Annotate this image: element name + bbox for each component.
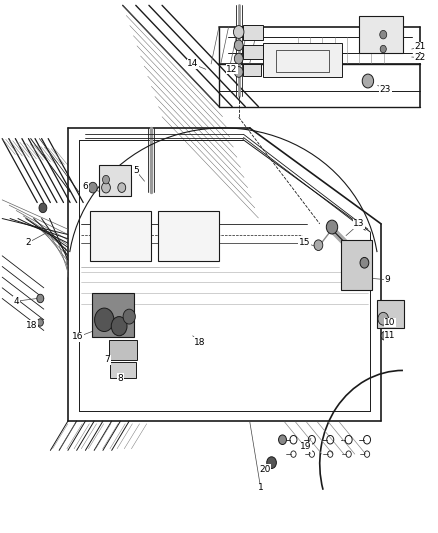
Bar <box>276 50 328 72</box>
Circle shape <box>118 183 126 192</box>
Circle shape <box>234 53 243 64</box>
Bar <box>243 25 263 40</box>
Bar <box>110 362 136 378</box>
Circle shape <box>102 175 110 184</box>
Circle shape <box>95 308 114 332</box>
Circle shape <box>102 182 110 193</box>
Bar <box>243 64 261 76</box>
Text: 23: 23 <box>380 85 391 94</box>
Text: 16: 16 <box>72 333 84 341</box>
Circle shape <box>37 319 43 326</box>
Text: 2: 2 <box>26 238 31 247</box>
Bar <box>92 293 134 337</box>
Bar <box>158 211 219 261</box>
Circle shape <box>39 203 47 213</box>
Circle shape <box>279 435 286 445</box>
Text: 6: 6 <box>82 182 88 191</box>
Circle shape <box>123 309 135 324</box>
Text: 13: 13 <box>353 220 365 228</box>
Circle shape <box>267 457 276 469</box>
Text: 4: 4 <box>14 297 19 305</box>
Text: 12: 12 <box>226 65 238 74</box>
Circle shape <box>88 182 97 193</box>
Bar <box>99 165 131 196</box>
Text: 21: 21 <box>415 43 426 51</box>
Circle shape <box>111 317 127 336</box>
Text: 14: 14 <box>187 60 198 68</box>
Circle shape <box>362 74 374 88</box>
Circle shape <box>381 332 388 340</box>
Text: 15: 15 <box>299 238 310 247</box>
Circle shape <box>326 220 338 234</box>
Circle shape <box>234 40 243 51</box>
Bar <box>359 16 403 53</box>
Text: 7: 7 <box>104 356 110 364</box>
Circle shape <box>380 45 386 53</box>
Text: 20: 20 <box>259 465 271 473</box>
Bar <box>90 211 151 261</box>
Bar <box>341 240 372 290</box>
Circle shape <box>233 26 244 38</box>
Text: 10: 10 <box>384 318 396 327</box>
Bar <box>263 43 342 77</box>
Circle shape <box>360 257 369 268</box>
Text: 11: 11 <box>384 332 396 340</box>
Circle shape <box>234 67 243 77</box>
Text: 22: 22 <box>415 53 426 62</box>
Bar <box>243 45 263 59</box>
Text: 9: 9 <box>385 276 391 284</box>
Text: 18: 18 <box>26 321 37 329</box>
Text: 5: 5 <box>133 166 139 175</box>
Bar <box>109 340 137 360</box>
Bar <box>377 300 404 328</box>
Circle shape <box>378 312 389 325</box>
Text: 1: 1 <box>258 483 264 492</box>
Text: 8: 8 <box>117 374 124 383</box>
Circle shape <box>314 240 323 251</box>
Circle shape <box>380 30 387 39</box>
Text: 19: 19 <box>300 442 311 451</box>
Circle shape <box>37 294 44 303</box>
Text: 18: 18 <box>194 338 205 346</box>
